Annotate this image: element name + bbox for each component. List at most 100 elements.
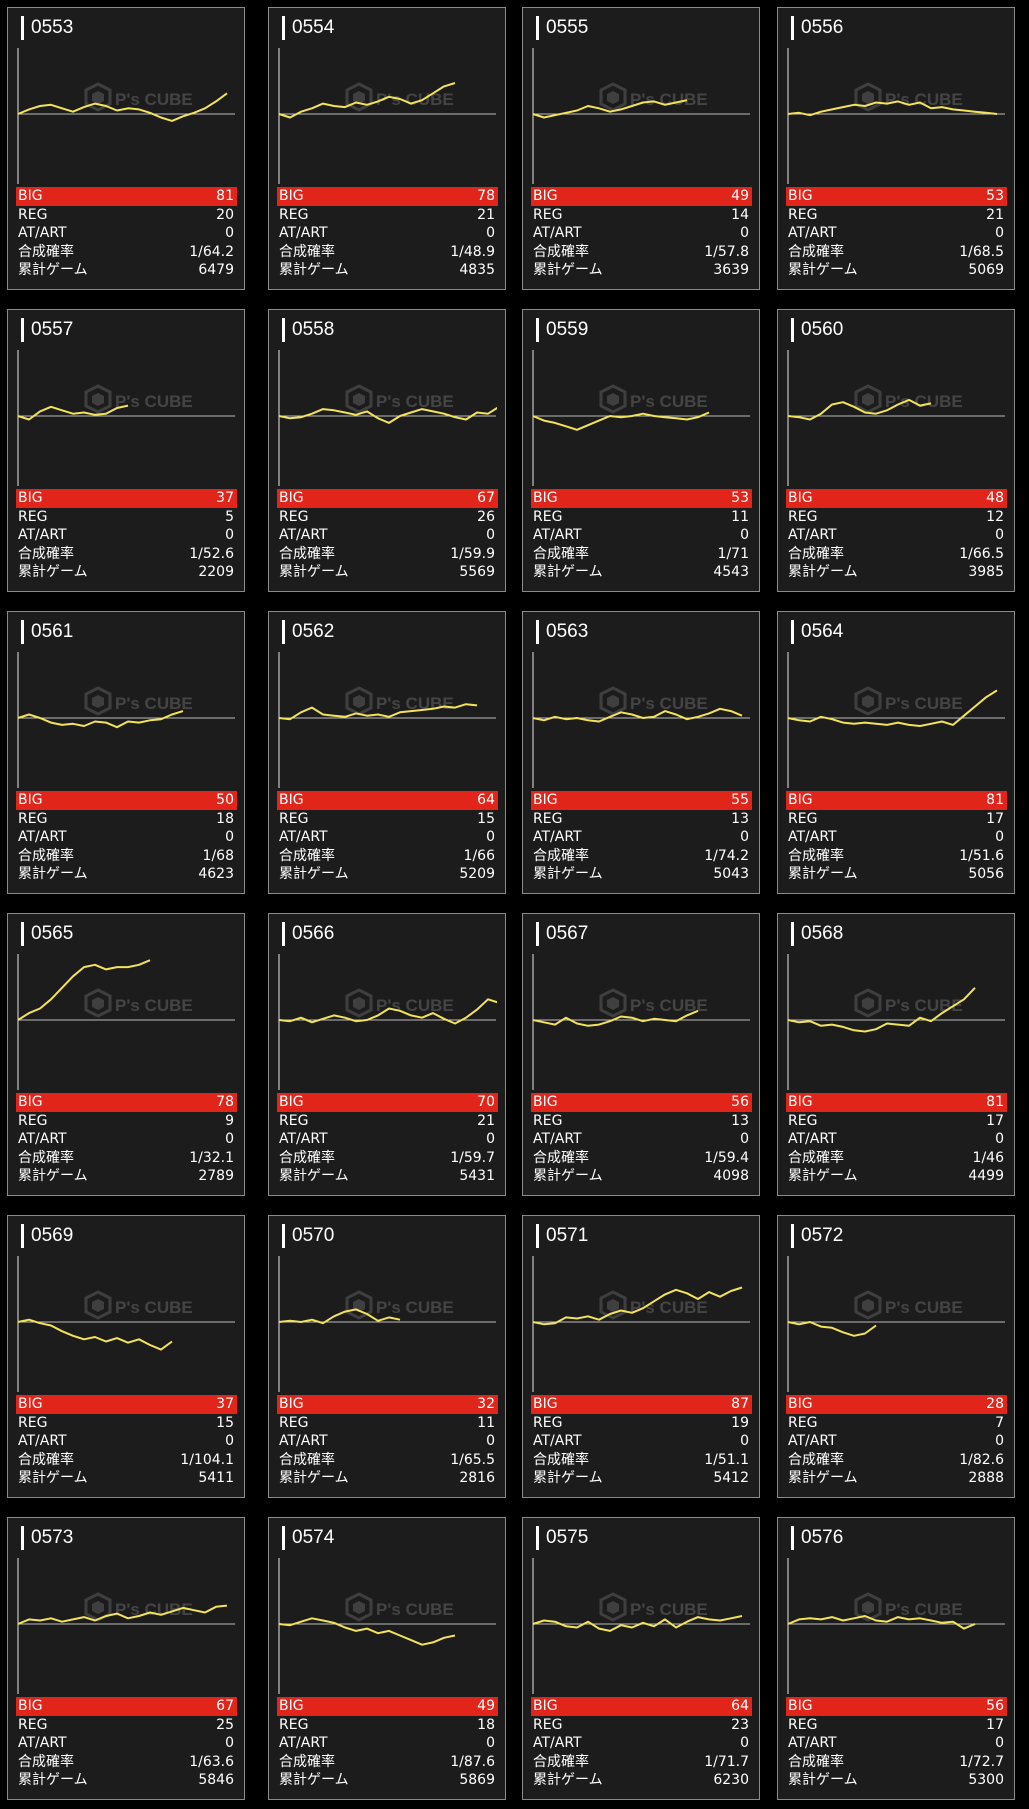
stats-table: BIG 53 REG 21 AT/ART 0 合成確率 1/68.5 累計ゲーム… xyxy=(786,187,1007,280)
machine-card[interactable]: 0553 P's CUBE BIG 81 REG 20 AT/ART 0 xyxy=(7,7,245,290)
machine-card[interactable]: 0574 P's CUBE BIG 49 REG 18 AT/ART 0 xyxy=(268,1517,506,1800)
reg-value: 25 xyxy=(216,1716,234,1733)
rate-label: 合成確率 xyxy=(279,243,335,260)
slump-chart: P's CUBE xyxy=(278,954,497,1090)
slump-line xyxy=(532,1286,743,1326)
machine-card[interactable]: 0561 P's CUBE BIG 50 REG 18 AT/ART 0 xyxy=(7,611,245,894)
at-art-label: AT/ART xyxy=(788,1131,837,1147)
reg-label: REG xyxy=(533,508,563,525)
at-art-row: AT/ART 0 xyxy=(786,224,1007,243)
reg-value: 17 xyxy=(986,1112,1004,1129)
machine-card[interactable]: 0560 P's CUBE BIG 48 REG 12 AT/ART 0 xyxy=(777,309,1015,592)
machine-card[interactable]: 0576 P's CUBE BIG 56 REG 17 AT/ART 0 xyxy=(777,1517,1015,1800)
rate-value: 1/51.1 xyxy=(704,1451,749,1468)
reg-label: REG xyxy=(533,1414,563,1431)
rate-value: 1/66.5 xyxy=(959,545,1004,562)
watermark-text: P's CUBE xyxy=(885,1298,963,1317)
machine-card[interactable]: 0557 P's CUBE BIG 37 REG 5 AT/ART 0 xyxy=(7,309,245,592)
big-value: 32 xyxy=(477,1396,495,1412)
stats-table: BIG 78 REG 9 AT/ART 0 合成確率 1/32.1 累計ゲーム … xyxy=(16,1093,237,1186)
cube-logo-icon xyxy=(345,82,373,112)
stats-table: BIG 37 REG 5 AT/ART 0 合成確率 1/52.6 累計ゲーム … xyxy=(16,489,237,582)
reg-row: REG 23 xyxy=(531,1716,752,1735)
machine-card[interactable]: 0559 P's CUBE BIG 53 REG 11 AT/ART 0 xyxy=(522,309,760,592)
big-label: BIG xyxy=(533,1094,558,1110)
machine-card[interactable]: 0566 P's CUBE BIG 70 REG 21 AT/ART 0 xyxy=(268,913,506,1196)
reg-label: REG xyxy=(18,1112,48,1129)
rate-row: 合成確率 1/71 xyxy=(531,545,752,564)
rate-value: 1/87.6 xyxy=(450,1753,495,1770)
big-value: 53 xyxy=(731,490,749,506)
at-art-row: AT/ART 0 xyxy=(16,224,237,243)
reg-row: REG 12 xyxy=(786,508,1007,527)
reg-label: REG xyxy=(18,1414,48,1431)
reg-row: REG 25 xyxy=(16,1716,237,1735)
rate-row: 合成確率 1/66.5 xyxy=(786,545,1007,564)
machine-number: 0558 xyxy=(282,318,334,342)
stats-table: BIG 53 REG 11 AT/ART 0 合成確率 1/71 累計ゲーム 4… xyxy=(531,489,752,582)
machine-card[interactable]: 0555 P's CUBE BIG 49 REG 14 AT/ART 0 xyxy=(522,7,760,290)
slump-chart: P's CUBE xyxy=(532,48,750,184)
rate-label: 合成確率 xyxy=(788,243,844,260)
machine-card[interactable]: 0573 P's CUBE BIG 67 REG 25 AT/ART 0 xyxy=(7,1517,245,1800)
reg-row: REG 5 xyxy=(16,508,237,527)
machine-card[interactable]: 0565 P's CUBE BIG 78 REG 9 AT/ART 0 xyxy=(7,913,245,1196)
machine-card[interactable]: 0568 P's CUBE BIG 81 REG 17 AT/ART 0 xyxy=(777,913,1015,1196)
machine-card[interactable]: 0575 P's CUBE BIG 64 REG 23 AT/ART 0 xyxy=(522,1517,760,1800)
reg-label: REG xyxy=(279,1414,309,1431)
rate-value: 1/74.2 xyxy=(704,847,749,864)
at-art-label: AT/ART xyxy=(788,1735,837,1751)
rate-value: 1/52.6 xyxy=(189,545,234,562)
machine-card[interactable]: 0554 P's CUBE BIG 78 REG 21 AT/ART 0 xyxy=(268,7,506,290)
at-art-label: AT/ART xyxy=(18,829,67,845)
watermark-text: P's CUBE xyxy=(115,996,193,1015)
reg-value: 21 xyxy=(477,206,495,223)
slump-line xyxy=(532,99,688,119)
reg-value: 21 xyxy=(986,206,1004,223)
games-row: 累計ゲーム 2888 xyxy=(786,1469,1007,1488)
reg-row: REG 11 xyxy=(277,1414,498,1433)
machine-number: 0561 xyxy=(21,620,73,644)
machine-card[interactable]: 0564 P's CUBE BIG 81 REG 17 AT/ART 0 xyxy=(777,611,1015,894)
rate-value: 1/63.6 xyxy=(189,1753,234,1770)
big-row: BIG 78 xyxy=(16,1093,237,1112)
rate-value: 1/59.4 xyxy=(704,1149,749,1166)
machine-card[interactable]: 0567 P's CUBE BIG 56 REG 13 AT/ART 0 xyxy=(522,913,760,1196)
big-label: BIG xyxy=(279,1396,304,1412)
machine-card[interactable]: 0569 P's CUBE BIG 37 REG 15 AT/ART 0 xyxy=(7,1215,245,1498)
slump-line xyxy=(17,92,228,122)
rate-value: 1/68 xyxy=(202,847,234,864)
watermark-text: P's CUBE xyxy=(885,694,963,713)
slump-chart: P's CUBE xyxy=(532,652,750,788)
reg-value: 9 xyxy=(225,1112,234,1129)
machine-card[interactable]: 0571 P's CUBE BIG 87 REG 19 AT/ART 0 xyxy=(522,1215,760,1498)
slump-line xyxy=(532,411,710,431)
machine-card[interactable]: 0556 P's CUBE BIG 53 REG 21 AT/ART 0 xyxy=(777,7,1015,290)
at-art-label: AT/ART xyxy=(533,1735,582,1751)
machine-number: 0570 xyxy=(282,1224,334,1248)
cube-logo-icon xyxy=(599,686,627,716)
rate-row: 合成確率 1/32.1 xyxy=(16,1149,237,1168)
games-row: 累計ゲーム 4499 xyxy=(786,1167,1007,1186)
big-row: BIG 55 xyxy=(531,791,752,810)
machine-card[interactable]: 0563 P's CUBE BIG 55 REG 13 AT/ART 0 xyxy=(522,611,760,894)
at-art-row: AT/ART 0 xyxy=(531,1432,752,1451)
at-art-value: 0 xyxy=(995,829,1004,845)
big-value: 64 xyxy=(731,1698,749,1714)
machine-card[interactable]: 0562 P's CUBE BIG 64 REG 15 AT/ART 0 xyxy=(268,611,506,894)
at-art-label: AT/ART xyxy=(18,527,67,543)
reg-label: REG xyxy=(279,508,309,525)
machine-card[interactable]: 0570 P's CUBE BIG 32 REG 11 AT/ART 0 xyxy=(268,1215,506,1498)
reg-value: 20 xyxy=(216,206,234,223)
games-row: 累計ゲーム 5569 xyxy=(277,563,498,582)
big-value: 67 xyxy=(216,1698,234,1714)
rate-row: 合成確率 1/68.5 xyxy=(786,243,1007,262)
machine-card[interactable]: 0572 P's CUBE BIG 28 REG 7 AT/ART 0 xyxy=(777,1215,1015,1498)
rate-label: 合成確率 xyxy=(533,545,589,562)
machine-card[interactable]: 0558 P's CUBE BIG 67 REG 26 AT/ART 0 xyxy=(268,309,506,592)
big-label: BIG xyxy=(18,490,43,506)
big-row: BIG 49 xyxy=(277,1697,498,1716)
at-art-row: AT/ART 0 xyxy=(277,1734,498,1753)
at-art-row: AT/ART 0 xyxy=(531,224,752,243)
